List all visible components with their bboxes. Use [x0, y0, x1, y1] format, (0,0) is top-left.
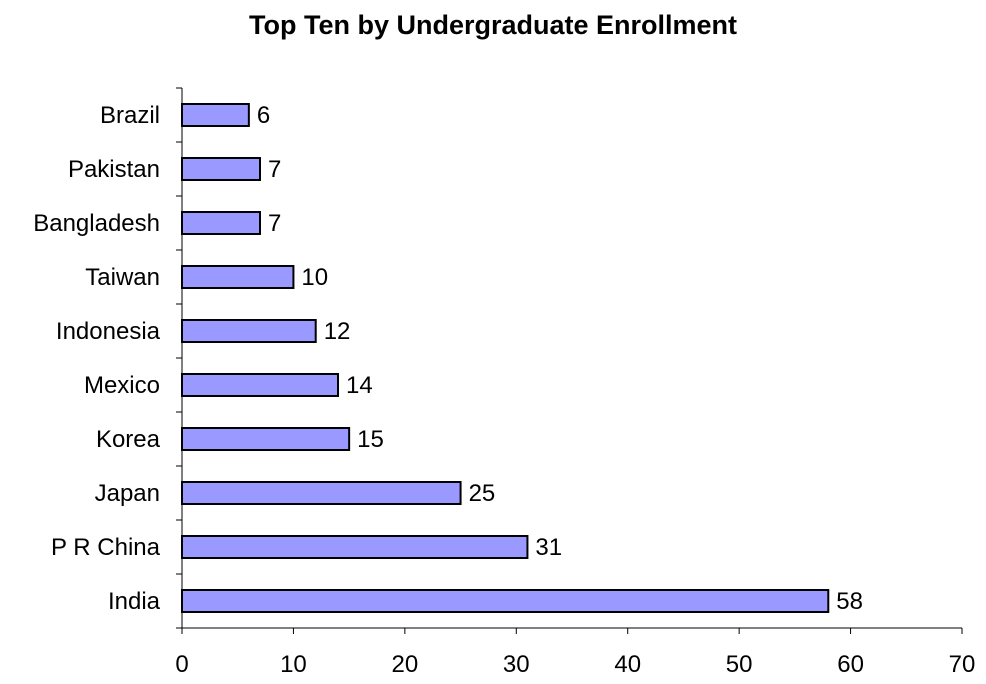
- x-tick-label: 40: [614, 651, 641, 678]
- category-label: Bangladesh: [33, 210, 160, 237]
- category-label: Japan: [95, 480, 160, 507]
- value-label: 7: [268, 156, 281, 183]
- bar: [181, 427, 351, 451]
- x-tick-label: 50: [726, 651, 753, 678]
- bar: [181, 265, 295, 289]
- x-tick-label: 0: [175, 651, 188, 678]
- value-label: 15: [357, 426, 384, 453]
- value-label: 31: [535, 534, 562, 561]
- x-tick-label: 60: [837, 651, 864, 678]
- bar: [181, 481, 462, 505]
- chart-title: Top Ten by Undergraduate Enrollment: [248, 10, 738, 40]
- value-label: 25: [469, 480, 496, 507]
- x-tick-label: 20: [392, 651, 419, 678]
- category-label: Indonesia: [56, 318, 161, 345]
- bars: [181, 103, 830, 613]
- bar: [181, 373, 339, 397]
- category-label: Brazil: [100, 102, 160, 129]
- x-tick-label: 30: [503, 651, 530, 678]
- category-label: Taiwan: [85, 264, 160, 291]
- value-label: 6: [257, 102, 270, 129]
- category-label: India: [108, 588, 161, 615]
- value-label: 10: [301, 264, 328, 291]
- category-label: Mexico: [84, 372, 160, 399]
- x-tick-labels: 0 10 20 30 40 50 60 70: [175, 651, 975, 678]
- category-label: Korea: [96, 426, 161, 453]
- category-label: Pakistan: [68, 156, 160, 183]
- bar: [181, 589, 830, 613]
- bar: [181, 211, 261, 235]
- value-label: 7: [268, 210, 281, 237]
- value-label: 58: [836, 588, 863, 615]
- bar: [181, 319, 317, 343]
- category-label: P R China: [51, 534, 161, 561]
- x-tick-label: 70: [949, 651, 976, 678]
- bar: [181, 157, 261, 181]
- value-label: 12: [324, 318, 351, 345]
- bar: [181, 535, 529, 559]
- category-labels: India P R China Japan Korea Mexico Indonesia T…: [33, 102, 160, 615]
- value-label: 14: [346, 372, 373, 399]
- bar: [181, 103, 250, 127]
- x-tick-label: 10: [280, 651, 307, 678]
- value-labels: 58 31 25 15 14 12 10 7 7 6: [257, 102, 863, 615]
